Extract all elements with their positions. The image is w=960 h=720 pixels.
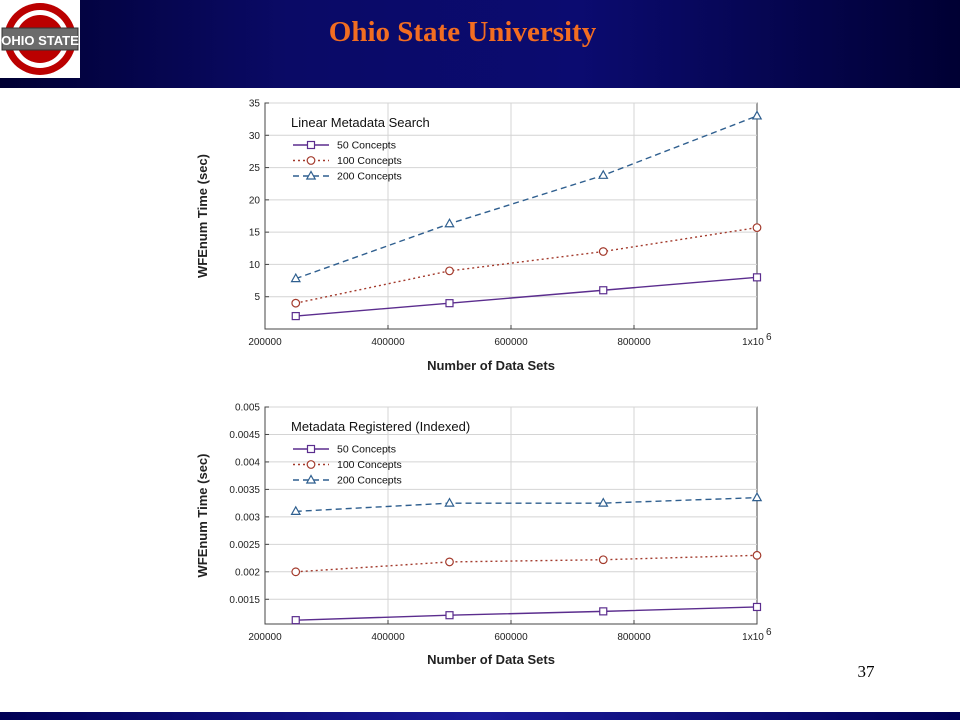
y-tick-label: 0.005 <box>235 403 260 414</box>
data-point-circle <box>752 550 762 560</box>
legend-marker-square <box>306 444 316 454</box>
data-point-circle <box>598 555 608 565</box>
data-point-square <box>445 611 454 620</box>
y-tick-label: 5 <box>254 292 260 303</box>
legend-marker-square <box>306 140 316 150</box>
y-tick-label: 0.0015 <box>229 595 260 606</box>
data-point-circle <box>445 557 454 567</box>
data-point-triangle <box>444 497 455 507</box>
x-tick-label: 600000 <box>494 337 528 348</box>
x-tick-label: 200000 <box>248 632 282 643</box>
data-point-triangle <box>290 505 301 515</box>
y-tick-label: 0.004 <box>235 457 260 468</box>
legend-marker-triangle <box>305 170 317 180</box>
y-tick-label: 0.0035 <box>229 485 260 496</box>
y-tick-label: 0.003 <box>235 512 260 523</box>
x-tick-label: 600000 <box>494 632 528 643</box>
x-axis-title: Number of Data Sets <box>427 652 555 667</box>
data-point-triangle <box>751 110 763 120</box>
x-tick-label: 800000 <box>617 337 651 348</box>
y-tick-label: 25 <box>249 163 261 174</box>
data-point-square <box>291 311 300 321</box>
data-point-square <box>752 273 762 282</box>
x-axis-title: Number of Data Sets <box>427 358 555 373</box>
page-number: 37 <box>857 662 875 681</box>
series-line <box>295 606 758 621</box>
data-point-triangle <box>444 218 455 228</box>
x-tick-label: 400000 <box>371 632 405 643</box>
y-tick-label: 15 <box>249 228 261 239</box>
chart-title: Metadata Registered (Indexed) <box>291 419 470 434</box>
x-tick-label: 1x10 <box>742 632 764 643</box>
footer-bar <box>0 712 960 720</box>
x-tick-label: 1x10 <box>742 337 764 348</box>
legend-marker-circle <box>306 156 316 165</box>
legend-label: 50 Concepts <box>337 140 396 152</box>
series-line <box>295 276 758 317</box>
legend-marker-circle <box>306 460 316 469</box>
y-tick-label: 10 <box>249 260 261 271</box>
slide-header: OHIO STATE Ohio State University <box>0 0 960 88</box>
y-tick-label: 0.0045 <box>229 430 260 441</box>
chart-title: Linear Metadata Search <box>291 115 430 130</box>
y-axis-title: WFEnum Time (sec) <box>195 453 210 577</box>
data-point-circle <box>598 247 608 256</box>
data-point-triangle <box>751 491 763 502</box>
y-tick-label: 20 <box>249 195 261 206</box>
legend-label: 200 Concepts <box>337 475 402 487</box>
y-tick-label: 0.0025 <box>229 540 260 551</box>
y-tick-label: 0.002 <box>235 567 260 578</box>
data-point-triangle <box>598 169 609 179</box>
data-point-square <box>445 299 454 308</box>
series-line <box>295 115 758 280</box>
x-tick-label: 800000 <box>617 632 651 643</box>
y-tick-label: 35 <box>249 99 261 110</box>
y-tick-label: 30 <box>249 131 261 142</box>
page-title: Ohio State University <box>328 16 597 48</box>
y-axis-title: WFEnum Time (sec) <box>195 154 210 278</box>
data-point-circle <box>752 223 762 233</box>
data-point-square <box>599 286 608 295</box>
data-point-circle <box>291 298 301 308</box>
legend-label: 50 Concepts <box>337 444 396 456</box>
data-point-square <box>291 616 300 625</box>
ohio-state-logo: OHIO STATE <box>0 0 80 78</box>
legend-label: 100 Concepts <box>337 155 402 167</box>
x-tick-label: 200000 <box>248 337 282 348</box>
legend-marker-triangle <box>305 474 317 484</box>
x-tick-label: 400000 <box>371 337 405 348</box>
data-point-circle <box>445 266 454 276</box>
data-point-triangle <box>598 497 609 507</box>
legend-label: 200 Concepts <box>337 171 402 183</box>
x-tick-exponent: 6 <box>766 627 772 638</box>
series-line <box>295 554 758 573</box>
series-line <box>295 496 758 513</box>
logo-wordmark: OHIO STATE <box>1 33 79 48</box>
data-point-square <box>599 607 608 616</box>
data-point-triangle <box>290 272 301 283</box>
data-point-circle <box>291 567 301 577</box>
data-point-square <box>752 602 762 612</box>
x-tick-exponent: 6 <box>766 332 772 343</box>
legend-label: 100 Concepts <box>337 459 402 471</box>
